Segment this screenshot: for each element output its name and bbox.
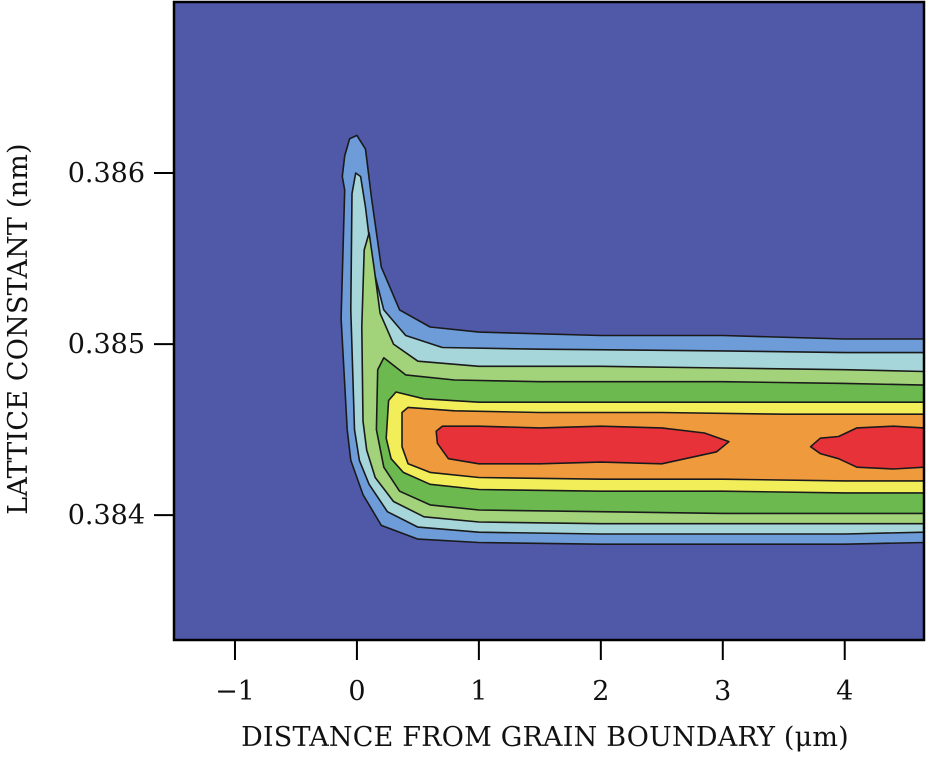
x-tick-label: 0 (348, 676, 365, 707)
x-tick-label: 4 (836, 676, 853, 707)
y-axis: 0.384 0.385 0.386 (68, 158, 174, 531)
y-tick-label: 0.385 (68, 329, 145, 360)
x-tick-label: −1 (215, 676, 255, 707)
y-tick-label: 0.384 (68, 500, 145, 531)
x-axis-label: DISTANCE FROM GRAIN BOUNDARY (μm) (241, 722, 849, 753)
contour-layers (340, 134, 925, 546)
x-tick-label: 2 (592, 676, 609, 707)
x-axis: −1 0 1 2 3 4 (215, 640, 853, 707)
plot-frame (172, 0, 926, 642)
x-tick-label: 3 (714, 676, 731, 707)
x-tick-label: 1 (470, 676, 487, 707)
y-tick-label: 0.386 (68, 158, 145, 189)
y-axis-label: LATTICE CONSTANT (nm) (3, 143, 34, 515)
contour-level-7-region-6 (435, 425, 730, 465)
